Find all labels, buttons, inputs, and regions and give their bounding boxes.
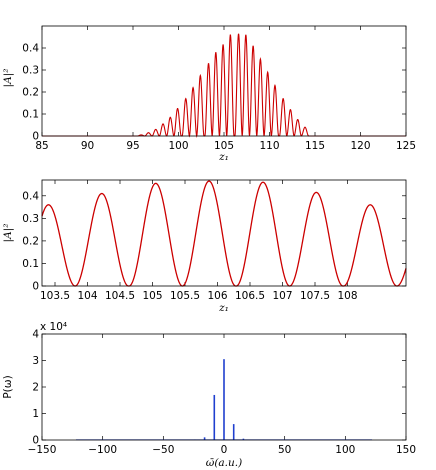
x-tick-label: 103.5 bbox=[40, 290, 70, 302]
x-tick-label: 150 bbox=[396, 444, 416, 456]
x-tick-label: 0 bbox=[221, 444, 228, 456]
x-tick-label: 106.5 bbox=[235, 290, 265, 302]
y-tick-label: 0 bbox=[32, 281, 39, 293]
y-scale-label: x 10⁴ bbox=[40, 321, 67, 333]
x-tick-label: 108 bbox=[337, 290, 357, 302]
x-tick-label: 110 bbox=[259, 140, 279, 152]
x-tick-label: 50 bbox=[278, 444, 291, 456]
y-tick-label: 0.4 bbox=[22, 190, 39, 202]
panel-3: −150 −100 −50 0 50 100 150 0 1 2 3 4 P(ω) x 10⁴ ω̄(… bbox=[2, 321, 416, 469]
panel-1-frame bbox=[41, 25, 407, 137]
x-tick-label: 106 bbox=[207, 290, 227, 302]
y-tick-label: 0 bbox=[32, 131, 39, 143]
x-tick-label: 107 bbox=[272, 290, 292, 302]
y-tick-label: 0.4 bbox=[22, 43, 39, 55]
y-tick-label: 2 bbox=[32, 382, 39, 394]
x-axis-label: ω̄(a.u.) bbox=[206, 457, 242, 469]
y-tick-label: 0.2 bbox=[22, 87, 39, 99]
series-intensity-zoom-curve bbox=[41, 180, 407, 287]
x-tick-label: 105.5 bbox=[170, 290, 200, 302]
x-tick-label: −100 bbox=[88, 444, 117, 456]
y-tick-label: 0 bbox=[32, 435, 39, 447]
x-tick-label: 95 bbox=[126, 140, 139, 152]
y-tick-label: 0.3 bbox=[22, 65, 39, 77]
panel-1: 85 90 95 100 105 110 115 120 125 0 0.1 0.2 0.3 0.4 |A… bbox=[2, 25, 416, 163]
y-axis-label: |A|² bbox=[2, 224, 15, 243]
panel-2-frame bbox=[41, 179, 407, 287]
y-tick-label: 1 bbox=[32, 408, 39, 420]
x-tick-label: −150 bbox=[28, 444, 57, 456]
x-tick-label: 104.5 bbox=[105, 290, 135, 302]
panel-2: 103.5 104 104.5 105 105.5 106 106.5 107 107.5 108… bbox=[2, 179, 407, 314]
panel-1-plot-area bbox=[42, 26, 406, 136]
y-axis-label: P(ω) bbox=[2, 375, 14, 398]
y-tick-label: 0.1 bbox=[22, 258, 39, 270]
y-tick-label: 0.3 bbox=[22, 213, 39, 225]
x-tick-label: 125 bbox=[396, 140, 416, 152]
x-tick-label: 120 bbox=[350, 140, 370, 152]
panel-3-frame bbox=[41, 333, 407, 441]
x-tick-label: 100 bbox=[335, 444, 355, 456]
y-tick-label: 0.2 bbox=[22, 235, 39, 247]
x-axis-label: z₁ bbox=[218, 302, 229, 314]
x-tick-label: 115 bbox=[305, 140, 325, 152]
x-tick-label: 104 bbox=[77, 290, 97, 302]
x-axis-label: z₁ bbox=[218, 151, 229, 163]
x-tick-label: −50 bbox=[152, 444, 174, 456]
x-tick-label: 105 bbox=[142, 290, 162, 302]
x-tick-label: 105 bbox=[214, 140, 234, 152]
y-axis-label: |A|² bbox=[2, 69, 15, 88]
y-tick-label: 0.1 bbox=[22, 109, 39, 121]
panel-2-plot-area bbox=[42, 180, 406, 286]
x-tick-label: 100 bbox=[168, 140, 188, 152]
x-tick-label: 90 bbox=[81, 140, 94, 152]
x-tick-label: 85 bbox=[35, 140, 48, 152]
x-tick-label: 107.5 bbox=[300, 290, 330, 302]
y-tick-label: 4 bbox=[32, 329, 39, 341]
y-tick-label: 3 bbox=[32, 355, 39, 367]
